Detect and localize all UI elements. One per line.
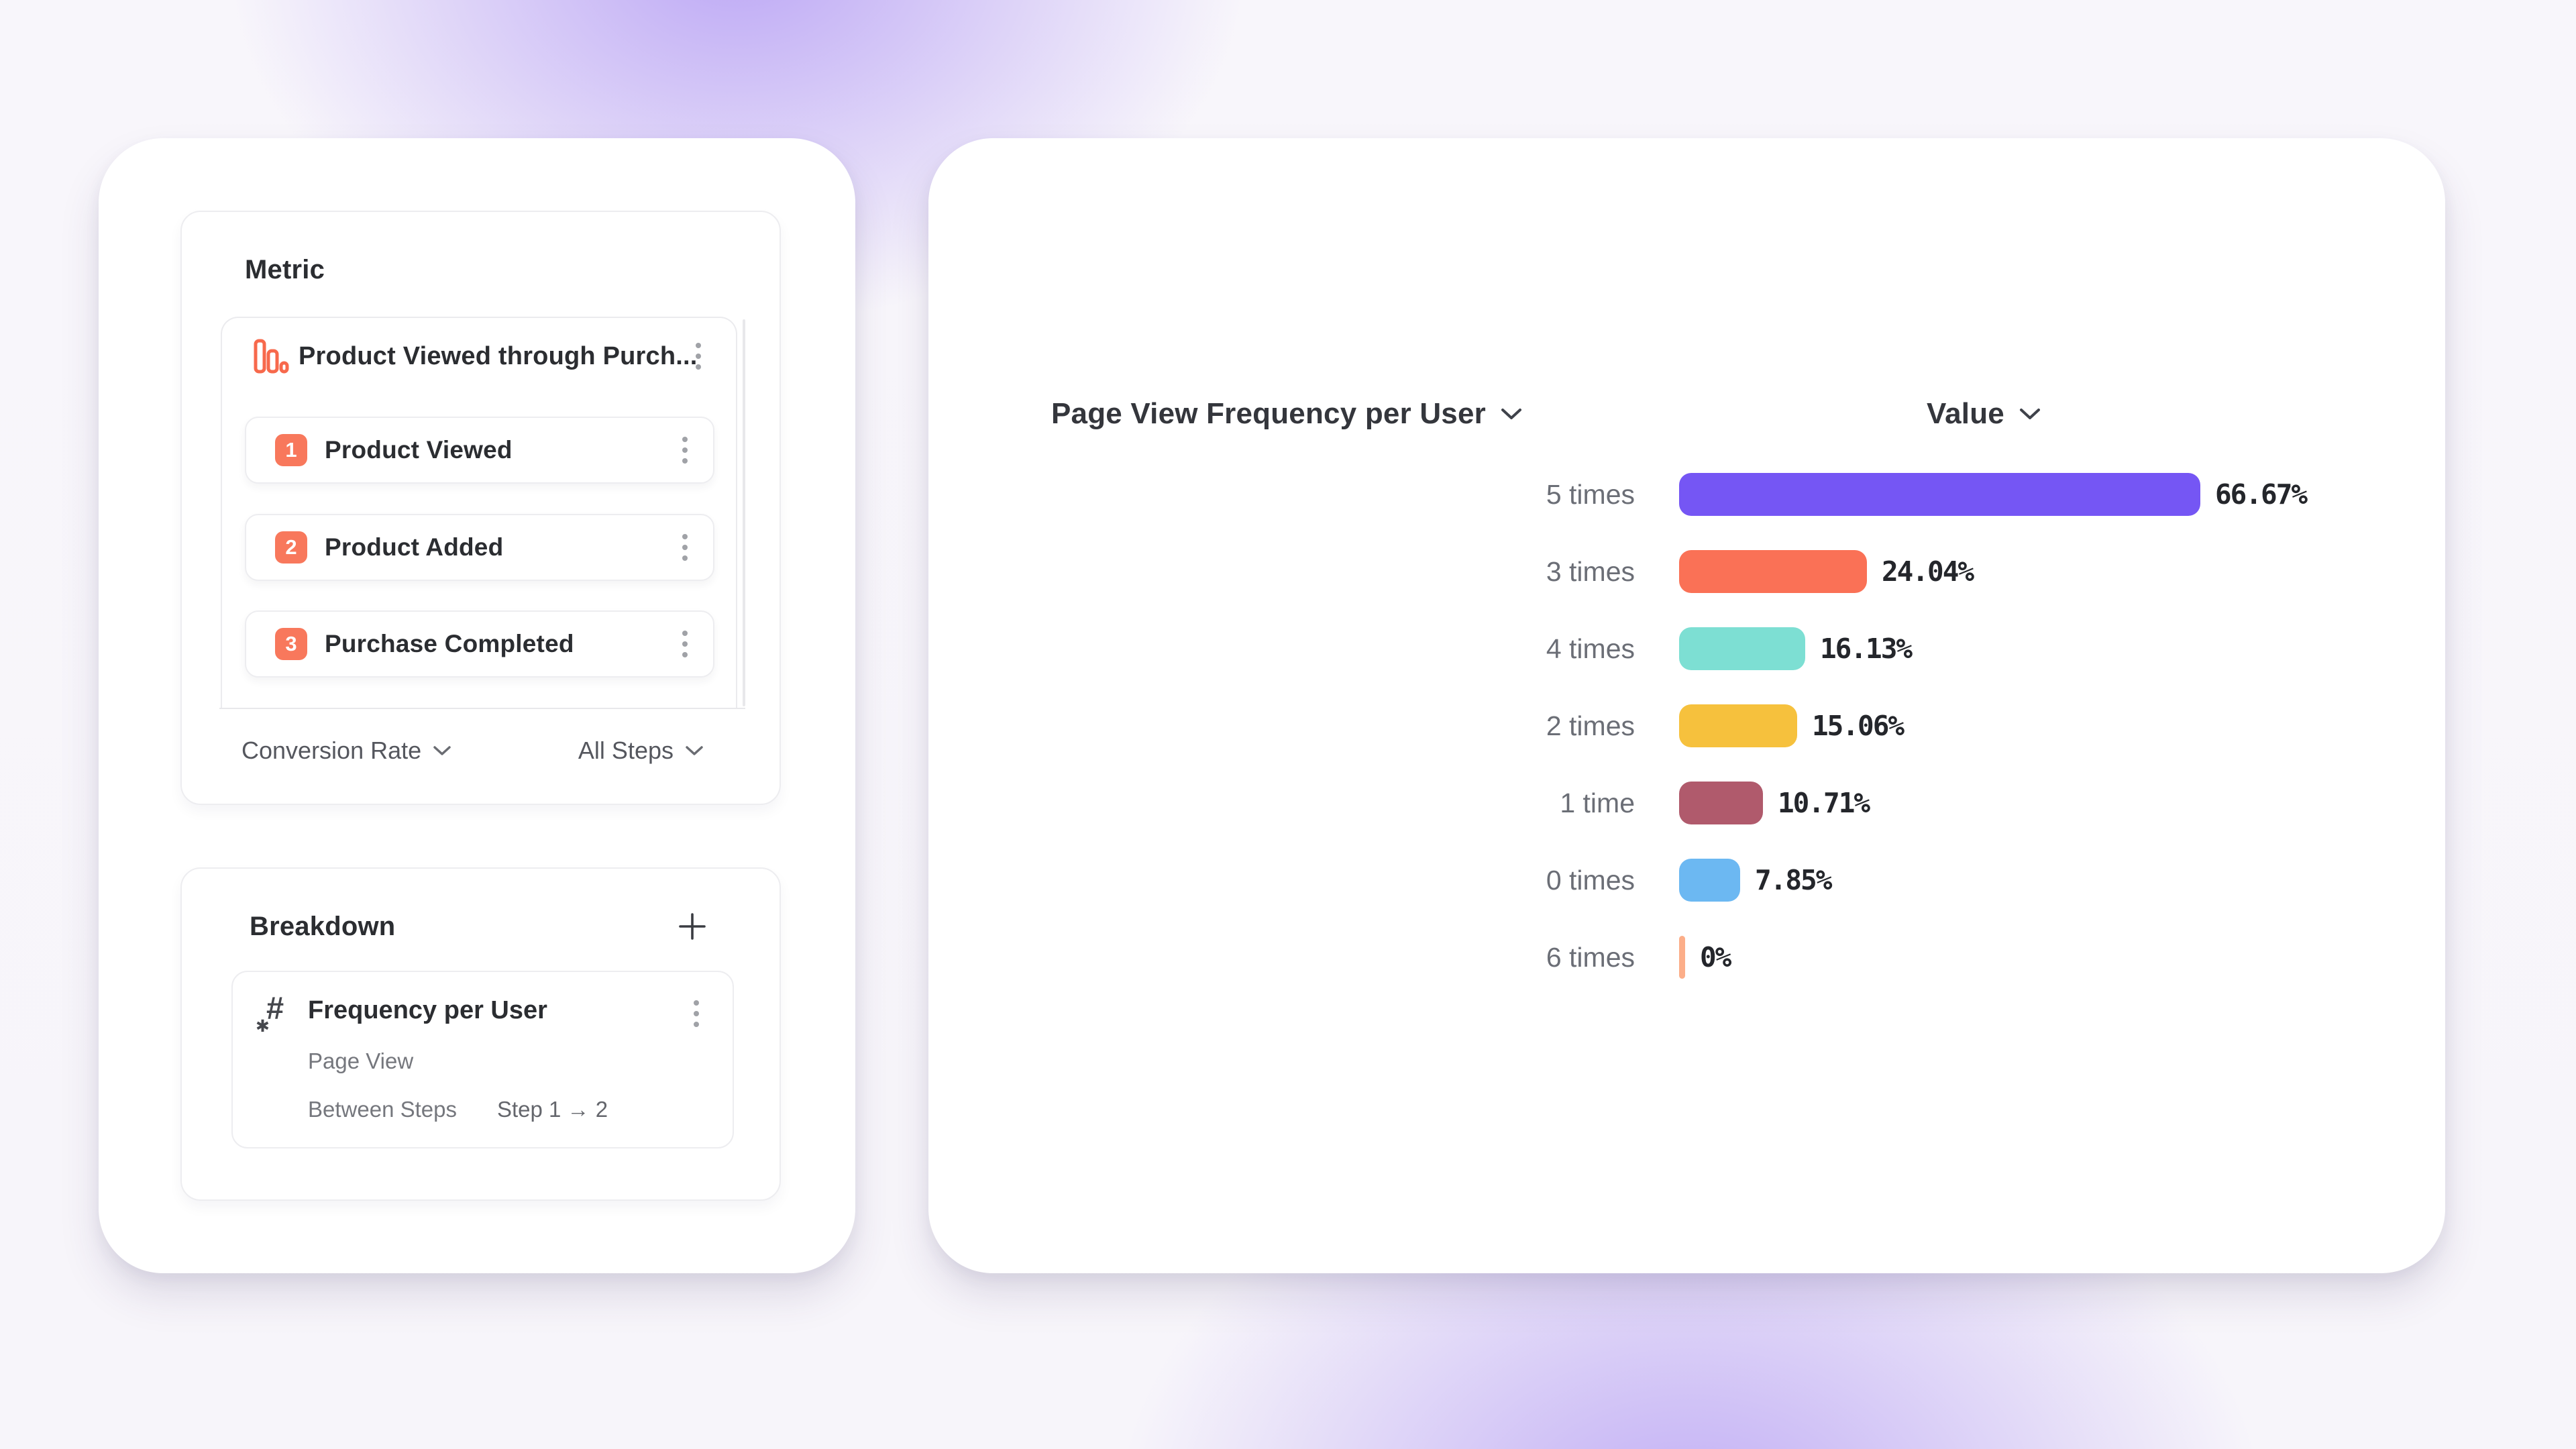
chevron-down-icon [1501,408,1522,420]
value-label: 24.04% [1882,555,1974,588]
breakdown-kebab-menu[interactable] [688,995,704,1032]
bar[interactable] [1679,627,1805,670]
chevron-down-icon [2019,408,2041,420]
step-label: Purchase Completed [325,630,574,657]
step-kebab-menu[interactable] [677,529,693,566]
chart-metric-dropdown[interactable]: Page View Frequency per User [1051,397,1522,431]
bar[interactable] [1679,550,1867,593]
value-label: 66.67% [2215,478,2308,511]
step-kebab-menu[interactable] [677,431,693,469]
step-number-badge: 3 [275,628,307,660]
value-label: 15.06% [1812,710,1904,742]
add-breakdown-button[interactable] [676,910,708,943]
conversion-rate-label: Conversion Rate [241,737,422,764]
chart-row: 4 times 16.13% [928,627,2445,670]
value-label: 16.13% [1820,633,1913,665]
metric-section-title: Metric [245,255,325,284]
funnel-kebab-menu[interactable] [690,337,706,375]
all-steps-dropdown[interactable]: All Steps [578,737,703,765]
chart-row: 0 times 7.85% [928,859,2445,902]
step-number-badge: 1 [275,434,307,466]
breakdown-item[interactable]: # ✱ Frequency per User Page View Between … [231,971,734,1148]
category-label: 1 time [1560,787,1635,818]
bar[interactable] [1679,859,1740,902]
funnel-step-product-viewed[interactable]: 1 Product Viewed [245,417,714,484]
chevron-down-icon [686,745,703,756]
category-label: 5 times [1546,478,1635,510]
metric-footer: Conversion Rate All Steps [182,730,780,777]
category-label: 4 times [1546,633,1635,664]
category-label: 0 times [1546,864,1635,896]
bar[interactable] [1679,473,2200,516]
chevron-down-icon [433,745,451,756]
bar[interactable] [1679,936,1685,979]
chart-row: 1 time 10.71% [928,782,2445,824]
category-label: 6 times [1546,941,1635,973]
bar[interactable] [1679,782,1763,824]
step-label: Product Viewed [325,436,513,464]
chart-panel: Page View Frequency per User Value 5 tim… [928,138,2445,1273]
bar-chart-icon [254,339,289,374]
all-steps-label: All Steps [578,737,674,764]
breakdown-scope-value: Step 1 → 2 [496,1097,608,1122]
chart-metric-label: Page View Frequency per User [1051,397,1486,430]
breakdown-section-title: Breakdown [250,912,396,941]
value-label: 10.71% [1778,787,1870,819]
breakdown-item-title: Frequency per User [308,996,547,1024]
funnel-title: Product Viewed through Purch... [299,341,698,370]
step-number-badge: 2 [275,531,307,564]
divider [219,708,745,709]
funnel-header-row[interactable]: Product Viewed through Purch... [222,333,736,380]
breakdown-scope-row: Between Steps Step 1 → 2 [308,1097,608,1122]
funnel-scrollbar[interactable] [743,319,745,706]
step-label: Product Added [325,533,504,561]
chart-row: 2 times 15.06% [928,704,2445,747]
query-builder-panel: Metric Product Viewed through Purch... 1… [99,138,855,1273]
bar[interactable] [1679,704,1797,747]
hash-number-icon: # ✱ [256,990,284,1036]
funnel-group: Product Viewed through Purch... 1 Produc… [221,317,737,708]
category-label: 3 times [1546,555,1635,587]
chart-value-label: Value [1927,397,2004,430]
chart-value-dropdown[interactable]: Value [1927,397,2041,431]
breakdown-event-name: Page View [308,1049,414,1073]
metric-card: Metric Product Viewed through Purch... 1… [180,211,781,805]
conversion-rate-dropdown[interactable]: Conversion Rate [241,737,451,765]
funnel-step-purchase-completed[interactable]: 3 Purchase Completed [245,610,714,678]
chart-row: 3 times 24.04% [928,550,2445,593]
bar-chart: 5 times 66.67% 3 times 24.04% 4 times 16… [928,473,2445,1013]
chart-row: 6 times 0% [928,936,2445,979]
funnel-step-product-added[interactable]: 2 Product Added [245,514,714,581]
chart-row: 5 times 66.67% [928,473,2445,516]
breakdown-card: Breakdown # ✱ Frequency per User Page Vie… [180,867,781,1201]
value-label: 7.85% [1755,864,1832,896]
breakdown-scope-label: Between Steps [308,1097,457,1122]
step-kebab-menu[interactable] [677,625,693,663]
category-label: 2 times [1546,710,1635,741]
value-label: 0% [1700,941,1731,973]
